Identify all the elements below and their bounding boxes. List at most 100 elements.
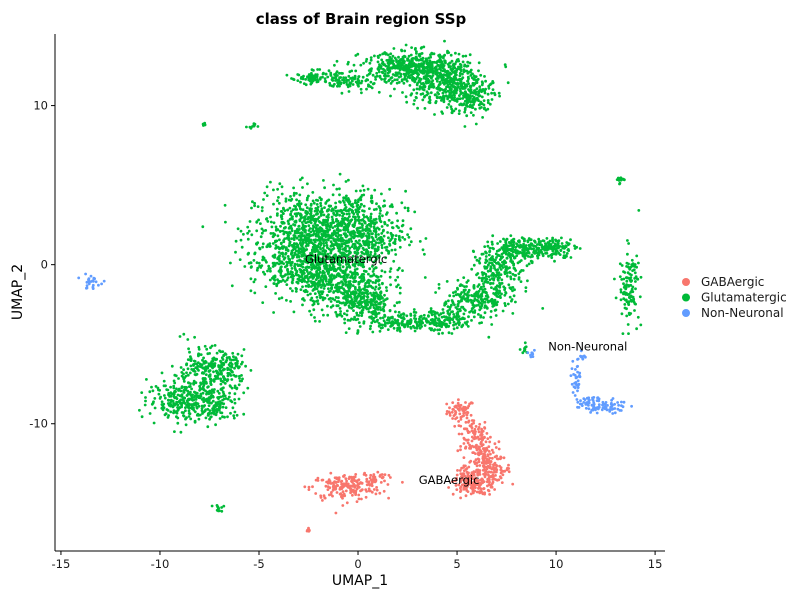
data-point bbox=[316, 476, 320, 480]
data-point bbox=[284, 248, 288, 252]
data-point bbox=[195, 362, 199, 366]
data-point bbox=[391, 205, 394, 209]
data-point bbox=[282, 226, 286, 230]
series-glutamatergic bbox=[138, 39, 643, 513]
data-point bbox=[295, 208, 299, 211]
data-point bbox=[374, 229, 378, 233]
data-point bbox=[379, 316, 382, 320]
data-point bbox=[339, 310, 342, 313]
data-point bbox=[325, 244, 329, 247]
data-point bbox=[298, 251, 301, 255]
data-point bbox=[414, 320, 417, 324]
data-point bbox=[286, 267, 289, 271]
data-point bbox=[209, 346, 212, 350]
data-point bbox=[347, 289, 351, 293]
data-point bbox=[463, 317, 466, 321]
data-point bbox=[484, 258, 488, 262]
data-point bbox=[472, 473, 476, 477]
data-point bbox=[276, 199, 279, 203]
data-point bbox=[413, 317, 416, 320]
data-point bbox=[369, 279, 372, 283]
data-point bbox=[253, 278, 257, 281]
data-point bbox=[366, 235, 370, 239]
data-point bbox=[487, 465, 490, 468]
data-point bbox=[219, 382, 223, 386]
data-point bbox=[368, 489, 372, 493]
data-point bbox=[483, 426, 486, 429]
data-point bbox=[299, 202, 303, 206]
data-point bbox=[507, 470, 511, 474]
data-point bbox=[260, 231, 264, 235]
data-point bbox=[464, 494, 468, 498]
data-point bbox=[153, 397, 157, 400]
data-point bbox=[502, 456, 506, 460]
data-point bbox=[480, 321, 483, 324]
data-point bbox=[198, 384, 202, 388]
data-point bbox=[354, 189, 358, 193]
data-point bbox=[408, 243, 411, 247]
data-point bbox=[327, 216, 330, 219]
data-point bbox=[461, 324, 464, 328]
data-point bbox=[309, 298, 313, 302]
data-point bbox=[345, 212, 349, 216]
data-point bbox=[524, 286, 528, 289]
data-point bbox=[459, 403, 463, 407]
data-point bbox=[224, 353, 228, 356]
data-point bbox=[447, 486, 450, 489]
data-point bbox=[463, 292, 467, 296]
data-point bbox=[474, 436, 478, 440]
data-point bbox=[283, 237, 287, 241]
data-point bbox=[301, 265, 305, 269]
data-point bbox=[359, 481, 363, 484]
data-point bbox=[186, 398, 190, 402]
data-point bbox=[403, 324, 406, 328]
data-point bbox=[291, 248, 295, 252]
data-point bbox=[473, 433, 476, 436]
data-point bbox=[355, 311, 359, 315]
data-point bbox=[288, 206, 292, 210]
data-point bbox=[277, 297, 281, 301]
data-point bbox=[494, 446, 498, 449]
data-point bbox=[470, 429, 474, 433]
data-point bbox=[451, 417, 454, 420]
data-point bbox=[341, 270, 345, 274]
data-point bbox=[356, 226, 360, 230]
data-point bbox=[299, 268, 303, 272]
data-point bbox=[526, 279, 529, 283]
data-point bbox=[348, 207, 351, 211]
data-point bbox=[261, 258, 264, 262]
data-point bbox=[404, 189, 407, 193]
data-point bbox=[507, 252, 511, 256]
data-point bbox=[367, 246, 371, 250]
data-point bbox=[200, 363, 204, 366]
data-point bbox=[368, 219, 372, 223]
data-point bbox=[287, 238, 291, 242]
data-point bbox=[466, 325, 470, 328]
data-point bbox=[539, 248, 543, 252]
data-point bbox=[378, 212, 382, 215]
data-point bbox=[349, 276, 352, 279]
data-point bbox=[322, 179, 325, 182]
data-point bbox=[497, 440, 501, 444]
data-point bbox=[448, 406, 451, 410]
data-point bbox=[362, 213, 365, 217]
data-point bbox=[336, 223, 340, 227]
data-point bbox=[232, 373, 236, 377]
data-point bbox=[423, 324, 427, 327]
data-point bbox=[318, 293, 322, 297]
data-point bbox=[456, 293, 460, 296]
data-point bbox=[445, 280, 449, 283]
data-point bbox=[454, 479, 457, 483]
data-point bbox=[464, 288, 467, 292]
data-point bbox=[188, 350, 191, 354]
data-point bbox=[502, 237, 505, 241]
data-point bbox=[395, 78, 399, 82]
data-point bbox=[304, 275, 308, 278]
data-point bbox=[320, 207, 324, 211]
data-point bbox=[483, 311, 487, 315]
data-point bbox=[334, 201, 337, 205]
data-point bbox=[352, 491, 356, 494]
data-point bbox=[237, 365, 241, 369]
data-point bbox=[339, 234, 343, 237]
